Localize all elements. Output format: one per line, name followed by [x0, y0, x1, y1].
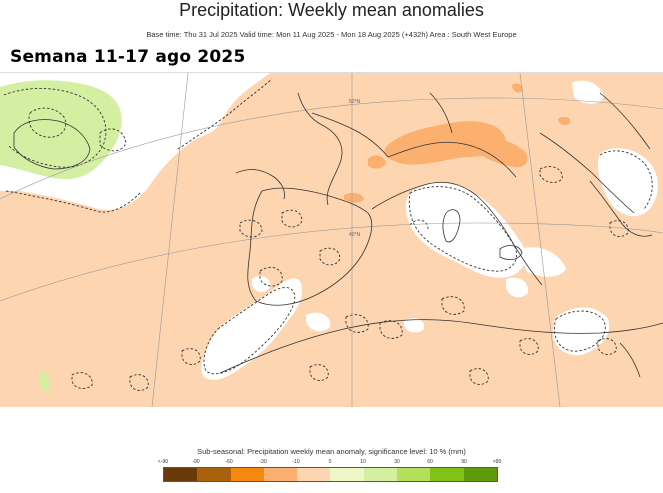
- legend-tick: -30: [259, 459, 267, 465]
- colorbar-segment: [197, 468, 231, 481]
- colorbar-segment: [363, 468, 398, 481]
- legend-tick: <-90: [157, 459, 169, 465]
- pyrenees-dry-patch: [344, 192, 364, 203]
- legend-tick: -90: [192, 459, 200, 465]
- balkan-dry-patch: [512, 83, 523, 93]
- legend-tick: 0: [328, 459, 332, 465]
- colorbar-segment: [263, 468, 298, 481]
- nafrica-neutral-area: [404, 318, 425, 333]
- greece-neutral-area: [597, 148, 658, 217]
- wet-anomaly-small: [40, 371, 51, 393]
- wet-anomaly-area: [0, 80, 122, 180]
- base-time-subtitle: Base time: Thu 31 Jul 2025 Valid time: M…: [146, 30, 517, 39]
- lat-label-50n: 50°N: [349, 99, 361, 105]
- legend-tick: -60: [225, 459, 233, 465]
- legend-caption: Sub-seasonal: Precipitation weekly mean …: [197, 447, 466, 456]
- colorbar-segment: [430, 468, 464, 481]
- aegean-neutral-area: [552, 307, 610, 356]
- nafrica-neutral-area-2: [306, 312, 331, 332]
- balkan-neutral-area: [572, 80, 604, 104]
- tyrrhenian-neutral-east: [520, 247, 566, 277]
- colorbar-segment: [397, 468, 431, 481]
- alps-dry-patch: [384, 121, 506, 165]
- coastlines: [13, 92, 663, 378]
- legend-tick: 30: [394, 459, 400, 465]
- greece-dry-patch: [558, 116, 571, 126]
- legend-tick: 60: [427, 459, 433, 465]
- colorbar-segment: [164, 468, 198, 481]
- legend-tick: 90: [461, 459, 467, 465]
- legend-colorbar: [163, 467, 498, 482]
- legend-tick: -10: [292, 459, 300, 465]
- atlas-neutral-area: [506, 277, 529, 298]
- week-label: Semana 11-17 ago 2025: [10, 47, 246, 67]
- adriatic-dry-patch: [478, 138, 528, 168]
- iberia-neutral-area: [201, 278, 303, 380]
- significance-contours: [3, 78, 653, 391]
- lat-label-40n: 40°N: [349, 232, 361, 238]
- anomaly-map: 50°N 40°N: [0, 72, 663, 408]
- legend-tick: >90: [492, 459, 502, 465]
- france-dry-patch: [368, 155, 386, 169]
- legend-tick: 10: [360, 459, 366, 465]
- page-title: Precipitation: Weekly mean anomalies: [179, 0, 484, 20]
- colorbar-segment: [230, 468, 264, 481]
- colorbar-segment: [463, 468, 497, 481]
- tyrrhenian-neutral-area: [405, 182, 526, 278]
- legend-ticks: <-90 -90 -60 -30 -10 0 10 30 60 90 >90: [0, 459, 663, 467]
- iberia-neutral-north: [252, 276, 271, 293]
- colorbar-segment: [330, 468, 364, 481]
- colorbar-segment: [297, 468, 331, 481]
- map-canvas: [0, 72, 663, 408]
